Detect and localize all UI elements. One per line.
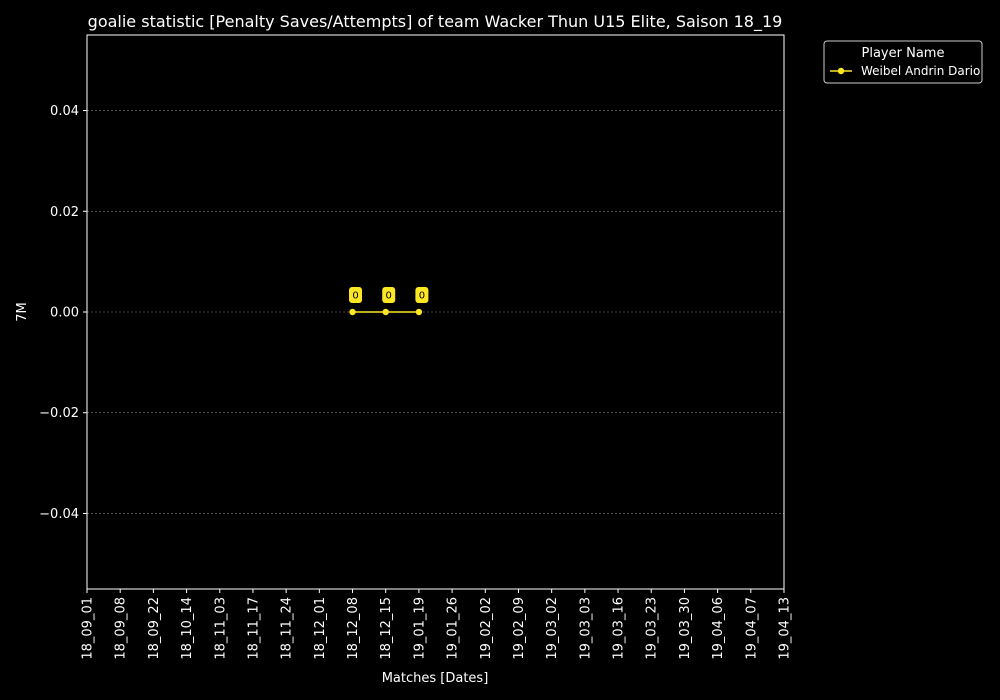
y-axis: −0.04 −0.02 0.00 0.02 0.04 [39,104,87,522]
series-layer: 0 0 0 [349,287,429,316]
x-axis: 18_09_01 18_09_08 18_09_22 18_10_14 18_11_03… [81,589,793,660]
data-label-box [382,287,396,303]
data-point [349,308,356,316]
x-tick-label: 19_04_07 [744,597,759,660]
data-label: 0 [352,291,358,302]
data-label-box [415,287,429,303]
x-tick-label: 19_03_16 [612,597,627,660]
x-tick-label: 18_12_15 [379,597,394,660]
x-tick-label: 19_03_03 [578,597,593,660]
legend-box [823,40,983,84]
y-tick-label: 0.02 [50,205,79,220]
chart-title: goalie statistic [Penalty Saves/Attempts… [88,12,783,32]
data-label: 0 [386,291,392,302]
x-tick-label: 18_09_08 [114,597,129,660]
legend-title: Player Name [862,46,945,61]
y-axis-label: 7M [15,302,30,322]
x-tick-label: 18_12_01 [313,597,328,660]
x-tick-label: 19_03_30 [678,597,693,660]
data-point [382,308,389,316]
y-tick-label: −0.04 [39,507,79,522]
x-tick-label: 19_01_26 [446,597,461,660]
x-tick-label: 18_09_01 [81,597,96,660]
data-label: 0 [419,291,425,302]
legend-marker [837,67,845,75]
x-tick-label: 19_04_06 [711,597,726,660]
x-tick-label: 18_10_14 [180,597,195,660]
x-tick-label: 19_03_23 [645,597,660,660]
y-tick-label: 0.04 [50,104,79,119]
x-tick-label: 19_01_19 [412,597,427,660]
x-tick-label: 18_09_22 [147,597,162,660]
data-label-box [349,287,363,303]
x-tick-label: 19_03_02 [545,597,560,660]
y-tick-label: 0.00 [50,306,79,321]
legend: Player Name Weibel Andrin Dario [823,40,983,84]
x-tick-label: 18_11_03 [213,597,228,660]
x-tick-label: 18_11_17 [246,597,261,660]
grid [87,110,784,514]
legend-entry-label: Weibel Andrin Dario [861,64,980,78]
x-tick-label: 19_02_02 [479,597,494,660]
x-tick-label: 18_12_08 [346,597,361,660]
x-tick-label: 19_04_13 [778,597,793,660]
y-tick-label: −0.02 [39,406,79,421]
x-tick-label: 18_11_24 [280,597,295,660]
x-axis-label: Matches [Dates] [382,671,489,686]
data-point [415,308,423,316]
x-tick-label: 19_02_09 [512,597,527,660]
